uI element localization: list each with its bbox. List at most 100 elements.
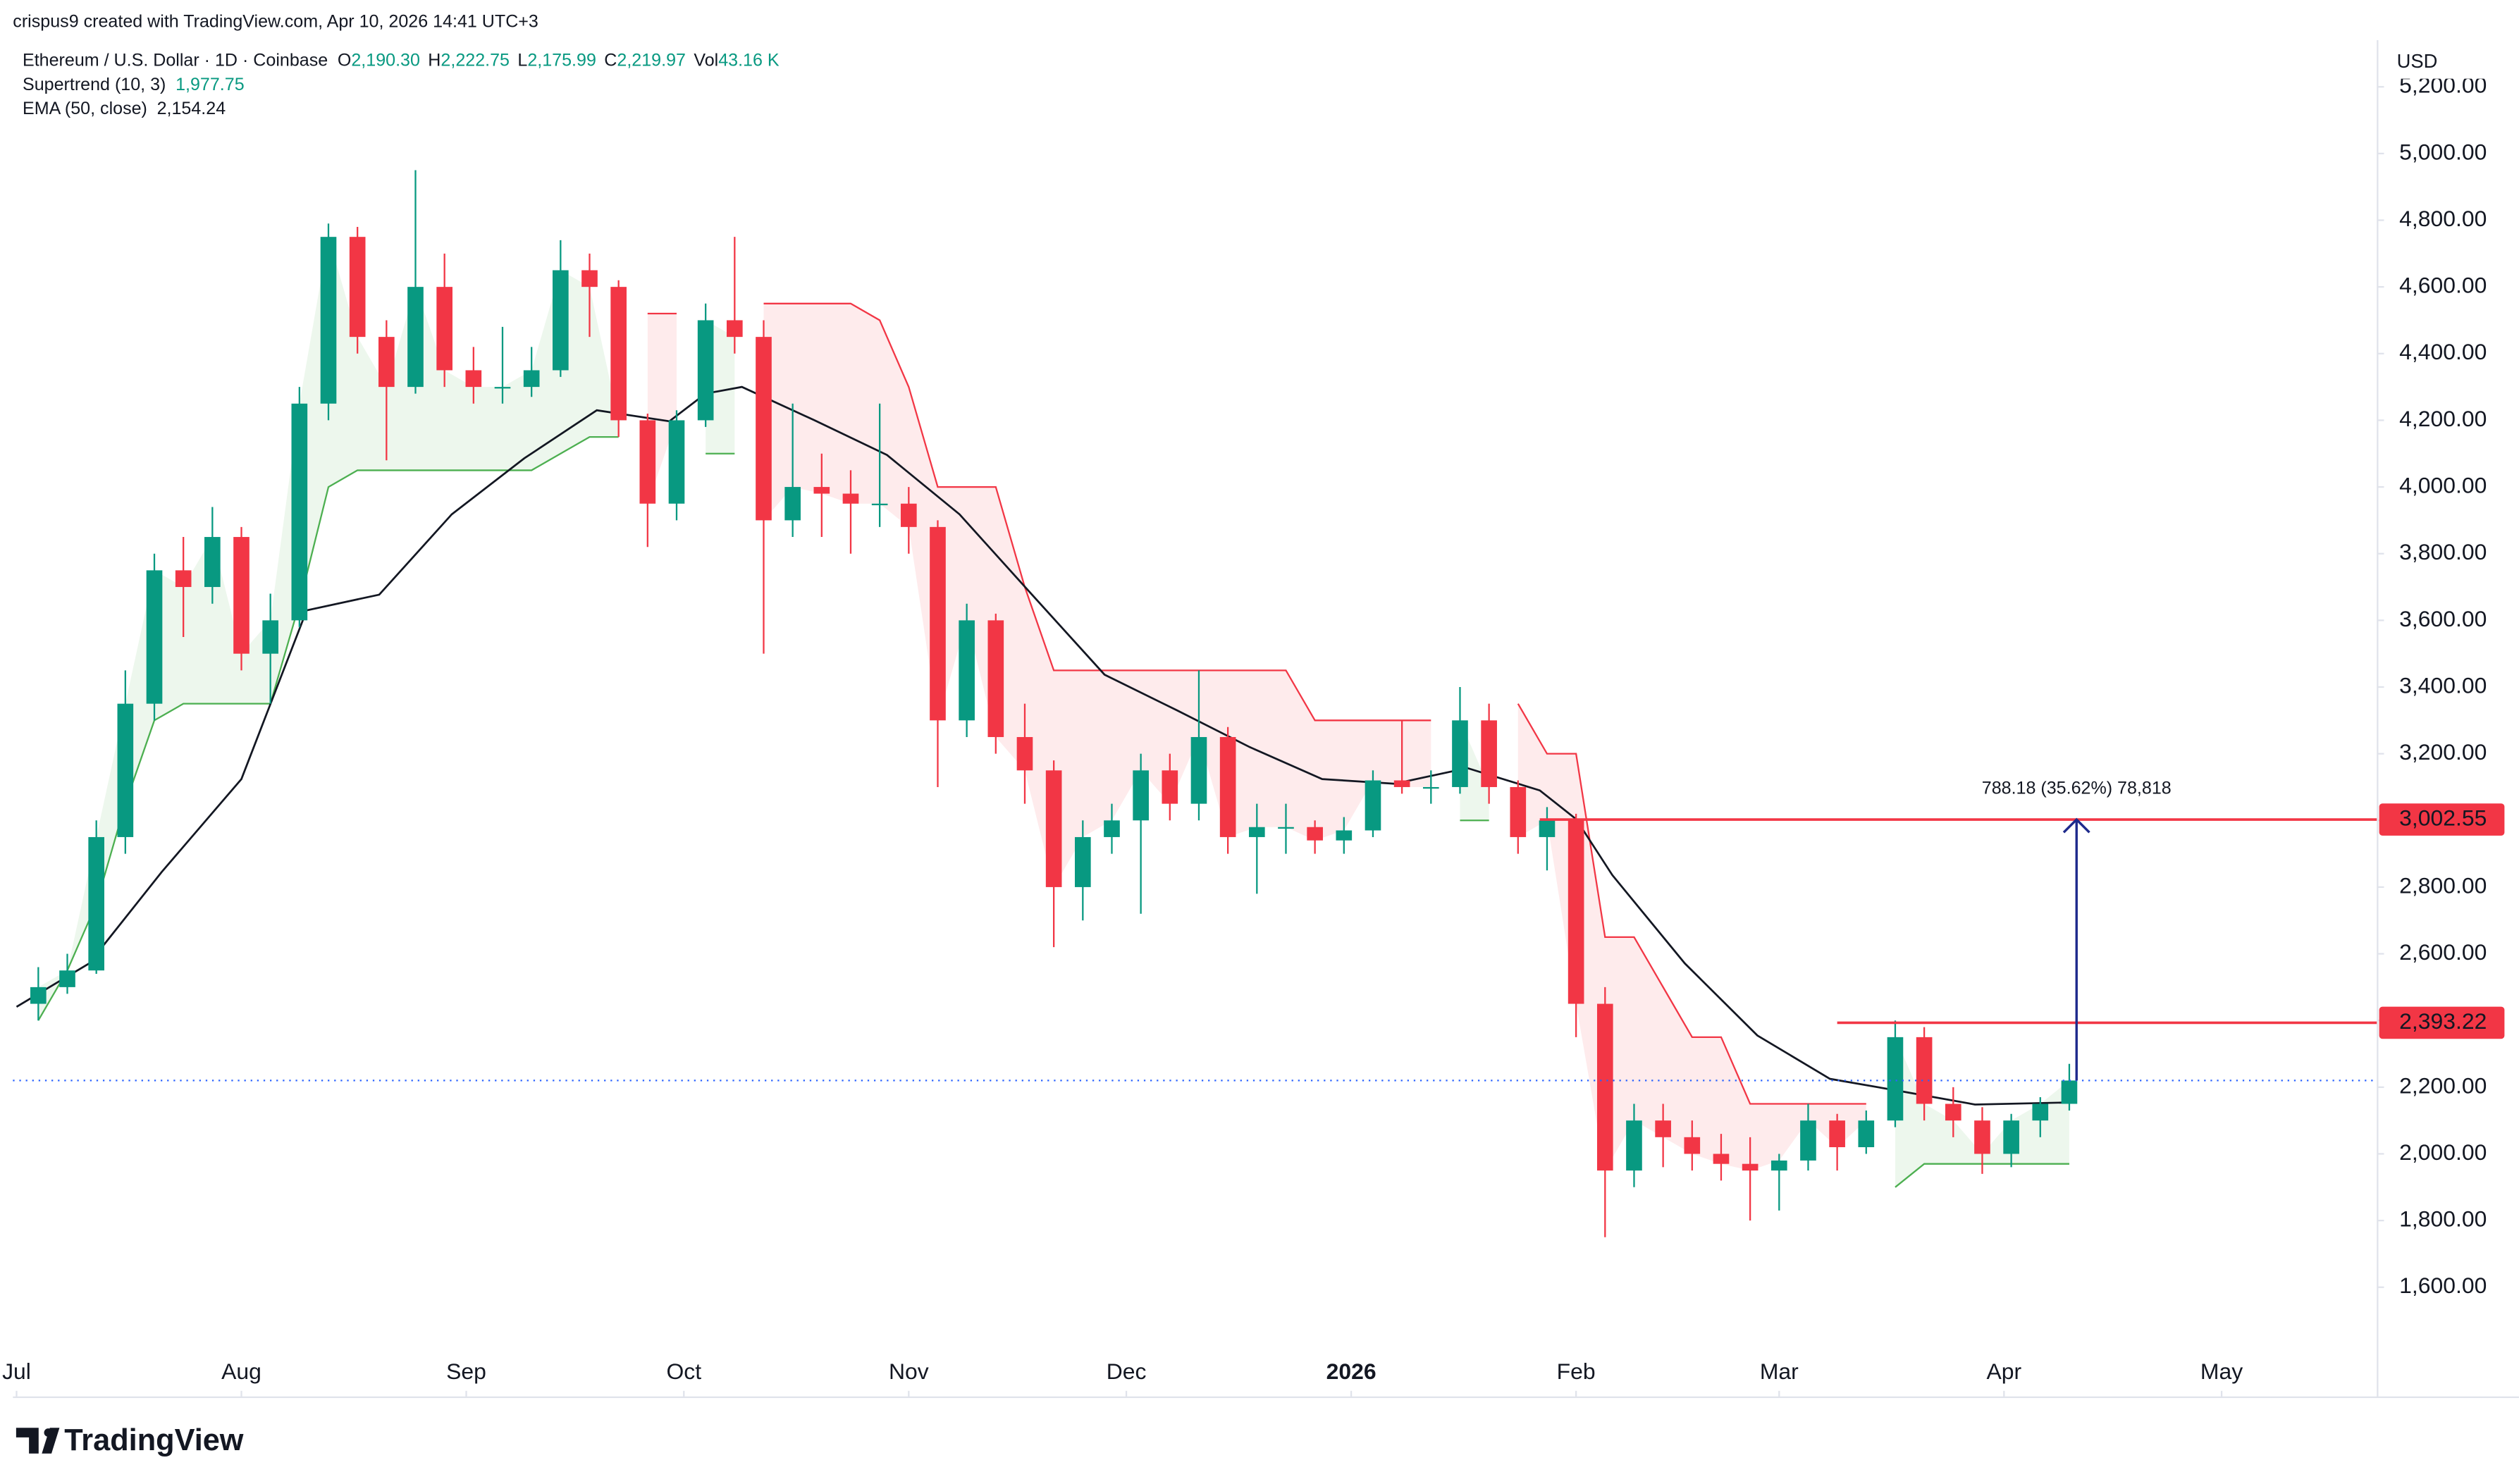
brand-text: TradingView — [64, 1423, 244, 1457]
legend-item: 43.16 K — [718, 50, 780, 70]
candle-body — [639, 420, 656, 504]
y-tick-label: 5,000.00 — [2399, 139, 2487, 164]
candle-body — [1916, 1037, 1933, 1104]
x-tick-label: Nov — [889, 1359, 929, 1384]
candle-body — [668, 420, 685, 504]
candle-body — [581, 270, 598, 287]
y-tick-label: 2,800.00 — [2399, 872, 2487, 898]
level-label: 3,002.55 — [2399, 805, 2487, 830]
candle-body — [262, 620, 278, 654]
legend-line: Supertrend (10, 3) 1,977.75 — [23, 74, 245, 94]
legend-item: Supertrend (10, 3) — [23, 74, 166, 94]
legend-item: 2,222.75 — [441, 50, 510, 70]
candle-body — [784, 487, 801, 521]
ema-line — [16, 385, 2069, 1106]
candle-body — [1945, 1103, 1961, 1121]
y-tick-label: 4,800.00 — [2399, 206, 2487, 231]
candle-body — [523, 370, 540, 388]
x-tick-label: Oct — [666, 1359, 701, 1384]
top-layer: 1,600.001,800.002,000.002,200.002,400.00… — [2, 47, 2516, 1397]
main-layer — [13, 170, 2378, 1237]
candle-body — [727, 320, 743, 338]
candle-body — [2032, 1103, 2049, 1121]
supertrend-line — [37, 435, 2069, 1188]
candle-body — [1422, 786, 1439, 789]
candle-body — [1278, 827, 1294, 829]
candle-body — [1452, 720, 1468, 787]
candle-body — [117, 703, 134, 837]
brand-logo: TradingView — [16, 1423, 244, 1457]
currency-label: USD — [2397, 50, 2438, 72]
y-tick-label: 4,000.00 — [2399, 472, 2487, 497]
candle-body — [1829, 1120, 1845, 1148]
legend-item: 2,190.30 — [351, 50, 420, 70]
legend-item: 2,219.97 — [617, 50, 686, 70]
candle-body — [1133, 770, 1149, 821]
candle-body — [1365, 780, 1381, 831]
legend-item: O — [338, 50, 352, 70]
candle-body — [871, 503, 888, 506]
candle-body — [813, 487, 830, 494]
y-tick-label: 2,600.00 — [2399, 939, 2487, 965]
brand-dot — [44, 1428, 53, 1437]
candle-body — [1104, 820, 1120, 837]
candle-body — [436, 287, 452, 371]
candle-body — [1713, 1154, 1730, 1164]
candle-body — [59, 970, 75, 987]
candle-body — [1800, 1120, 1816, 1161]
measure-arrow-head — [2062, 817, 2090, 834]
candle-body — [407, 287, 424, 388]
candle-body — [1655, 1120, 1671, 1137]
candle-body — [959, 620, 975, 721]
y-tick-label: 1,800.00 — [2399, 1206, 2487, 1232]
x-tick-label: 2026 — [1326, 1359, 1376, 1384]
x-tick-label: Feb — [1557, 1359, 1596, 1384]
candle-body — [1626, 1120, 1642, 1171]
candle-body — [987, 620, 1004, 737]
candle-body — [1307, 827, 1323, 841]
supertrend-fill — [763, 303, 1431, 887]
candle-body — [146, 570, 163, 704]
candle-body — [1568, 820, 1584, 1004]
candle-body — [1248, 827, 1265, 837]
candle-body — [465, 370, 482, 388]
candle-body — [697, 320, 714, 421]
y-tick-label: 4,200.00 — [2399, 406, 2487, 431]
candle-body — [204, 537, 221, 588]
level-label-box — [2379, 1006, 2505, 1039]
candle-body — [1162, 770, 1178, 804]
supertrend-fill — [38, 237, 619, 1021]
level-label-box — [2379, 803, 2505, 836]
candle-body — [1481, 720, 1497, 787]
candle-body — [494, 387, 511, 389]
candle-body — [1887, 1037, 1904, 1121]
legend-item: 1,977.75 — [175, 74, 245, 94]
header-text: crispus9 created with TradingView.com, A… — [13, 12, 538, 32]
y-tick-label: 1,600.00 — [2399, 1273, 2487, 1298]
level-label: 2,393.22 — [2399, 1008, 2487, 1034]
candle-body — [349, 237, 366, 338]
y-tick-label: 4,600.00 — [2399, 273, 2487, 298]
y-tick-label: 3,400.00 — [2399, 672, 2487, 698]
candle-body — [1684, 1137, 1701, 1154]
y-tick-label: 3,600.00 — [2399, 606, 2487, 631]
candle-body — [1770, 1160, 1787, 1171]
candle-body — [378, 337, 395, 388]
candle-body — [610, 287, 627, 421]
candle-body — [1393, 780, 1410, 787]
candle-body — [1190, 736, 1207, 804]
candle-body — [756, 337, 772, 521]
candle-body — [1016, 736, 1033, 771]
candle-body — [1510, 786, 1527, 837]
candle-body — [233, 537, 250, 654]
legend-line: EMA (50, close) 2,154.24 — [23, 99, 226, 118]
candle-body — [291, 403, 308, 621]
legend-item: H — [428, 50, 441, 70]
x-tick-label: Jul — [2, 1359, 31, 1384]
y-tick-label: 4,400.00 — [2399, 339, 2487, 364]
candle-body — [1336, 830, 1353, 841]
y-tick-label: 2,000.00 — [2399, 1139, 2487, 1165]
